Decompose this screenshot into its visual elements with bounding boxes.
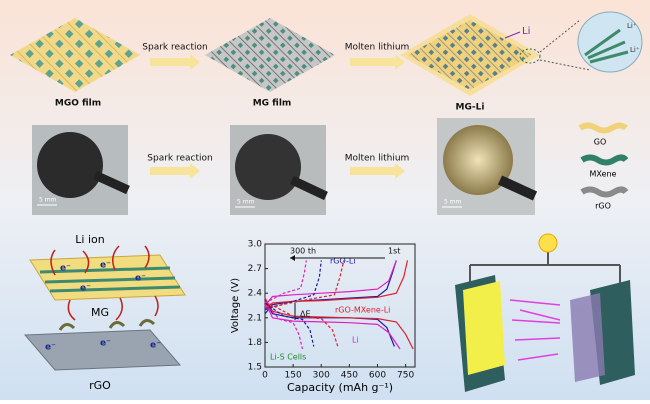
film [10,18,140,92]
electron-label: e⁻ [80,284,91,294]
x-tick-label: 450 [341,371,358,381]
annotation: ΔE [300,310,311,319]
inset [577,11,643,73]
series-line [264,260,345,348]
x-tick-label: 750 [397,371,414,381]
legend-label: GO [594,138,607,147]
y-tick-label: 2.1 [248,313,262,323]
arrow-label: Molten lithium [345,43,410,53]
x-tick-label: 150 [285,371,302,381]
rgo-layer [23,329,182,371]
zoom-circle [519,48,541,64]
sulfur-cathode [463,281,505,375]
legend-label: MXene [590,170,617,179]
li-pointer [504,31,521,39]
arrow-label: Molten lithium [345,154,410,164]
bulb [538,233,558,253]
electron-label: e⁻ [100,261,111,271]
mg-li-anode [570,293,605,382]
ion-flux [509,299,561,361]
inset-label: Li⁺ [627,22,637,30]
scale-label: 5 mm [39,197,57,204]
x-tick-label: 0 [262,371,268,381]
schematic-label: Li ion [75,233,104,246]
legend-swatch [578,122,628,134]
y-tick-label: 2.4 [248,289,263,299]
film-label: MG film [253,99,292,109]
legend-label: rGO [595,202,611,211]
series-label: Li [352,336,359,345]
y-tick-label: 2.7 [248,264,262,274]
li-ion-path [50,245,159,321]
electron-label: e⁻ [60,264,71,274]
scale-label: 5 mm [444,199,462,206]
series-line [264,260,401,350]
arrow [150,54,200,70]
sample [37,132,103,198]
film [408,20,532,90]
arrow-label: Spark reaction [142,43,207,53]
arrow-label: Spark reaction [147,154,212,164]
arrow [350,54,405,70]
annotation: 300 th [290,247,316,256]
arrow [350,163,405,179]
film-label: MGO film [55,99,101,109]
sample [235,134,301,200]
electron-label: e⁻ [45,343,56,353]
zoom-line [539,59,591,71]
series-line [264,260,322,347]
series-label: rGO-Li [330,257,356,266]
scale-label: 5 mm [237,199,255,206]
electron-label: e⁻ [135,274,146,284]
y-axis-title: Voltage (V) [230,278,241,333]
sample [443,125,513,195]
y-tick-label: 1.5 [248,363,262,373]
tab [93,170,130,195]
film [205,18,335,92]
y-tick-label: 3.0 [248,240,263,250]
tab [290,175,328,201]
x-tick-label: 300 [313,371,330,381]
mxene-layer [39,266,181,293]
electron-label: e⁻ [100,339,111,349]
inset-layers [584,28,629,64]
deposit [58,319,156,331]
series-line [264,260,307,350]
annotation: Li-S Cells [270,353,306,362]
tab [497,175,538,201]
inset-label: Li⁺ [630,46,640,54]
li-label: Li [522,26,530,37]
arrow [150,163,200,179]
series-label: rGO-MXene-Li [335,306,390,315]
film-label: MG-Li [456,103,485,113]
schematic-label: MG [91,306,109,319]
electron-label: e⁻ [150,341,161,351]
schematic-label: rGO [89,379,111,392]
zoom-line [539,19,581,53]
legend-swatch [580,186,629,198]
x-tick-label: 600 [369,371,386,381]
y-tick-label: 1.8 [248,338,263,348]
cycle-arrowhead [290,255,295,261]
legend-swatch [580,154,629,166]
x-axis-title: Capacity (mAh g⁻¹) [287,381,393,394]
annotation: 1st [388,247,400,256]
